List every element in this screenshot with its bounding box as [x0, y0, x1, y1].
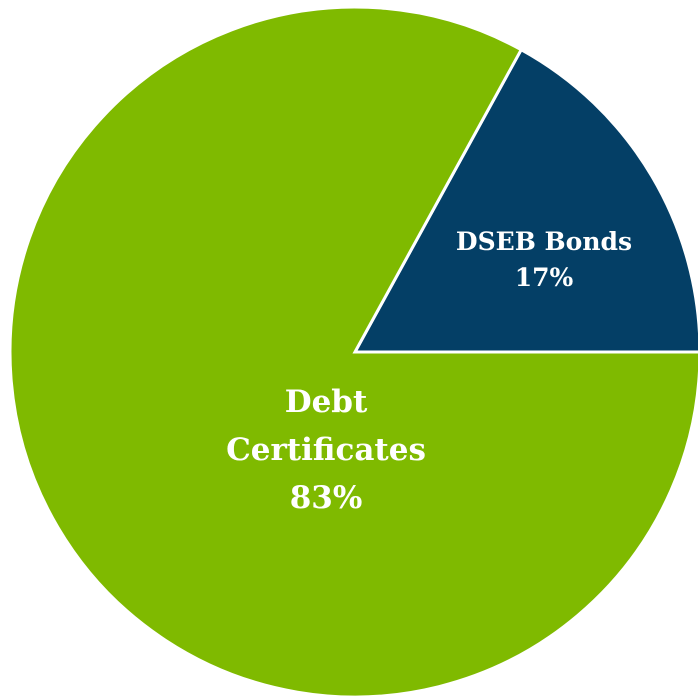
slice-label-dseb-bonds: DSEB Bonds 17%	[456, 227, 632, 292]
slice-label-line: 83%	[290, 480, 363, 516]
slice-label-line: Certificates	[226, 432, 426, 468]
slice-label-line: DSEB Bonds	[456, 227, 632, 256]
pie-slice-debt-certificates	[8, 5, 698, 698]
slice-label-line: Debt	[285, 384, 368, 420]
pie-slice-dseb-bonds	[352, 47, 698, 354]
slice-label-line: 17%	[515, 263, 574, 292]
slice-label-debt-certificates: Debt Certificates 83%	[226, 384, 426, 516]
